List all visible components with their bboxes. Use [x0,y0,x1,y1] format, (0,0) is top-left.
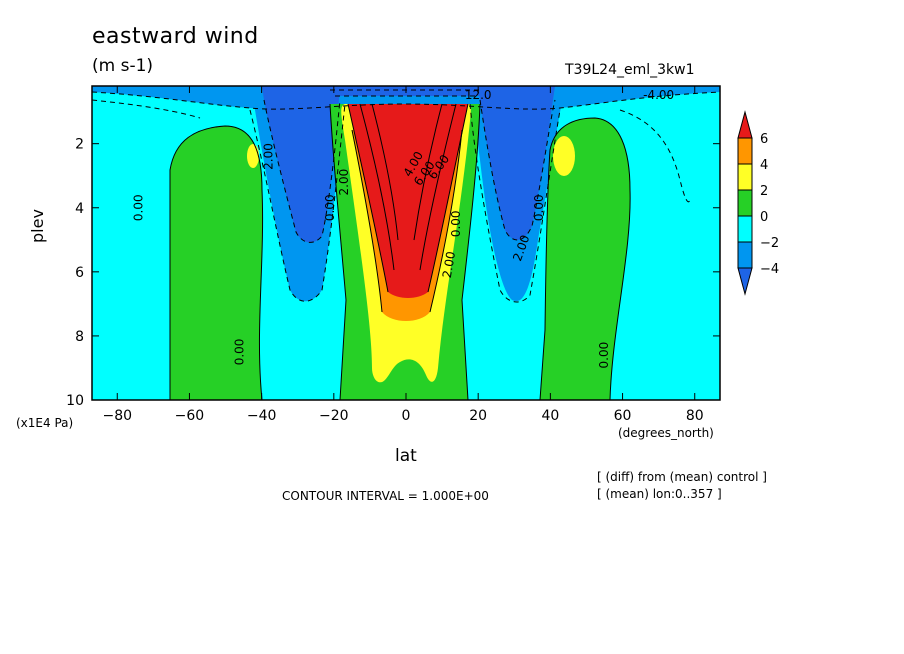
contour-label-3: 0.00 [449,210,463,237]
contour-label-13: 12.0 [465,88,492,102]
x-tick-label-2: −40 [247,408,277,424]
colorbar-label-0: 6 [760,132,768,147]
x-axis-ticks: −80 −60 −40 −20 0 20 40 60 80 [102,86,704,424]
y-axis-ticks: 2 4 6 8 10 [66,137,720,409]
colorbar-seg-3 [737,215,753,243]
southern-easterly-core [262,86,340,243]
contour-label-0: 0.00 [132,194,146,221]
southern-westerly-lobe [170,126,263,400]
contour-label-9: 2.00 [440,250,458,279]
filled-contours [92,86,720,400]
x-tick-label-8: 80 [686,408,704,424]
northern-westerly-max [553,136,575,176]
x-tick-label-7: 60 [614,408,632,424]
x-axis-label: lat [395,446,417,466]
y-tick-label-4: 10 [66,393,84,409]
chart-units: (m s-1) [92,56,154,76]
northern-westerly-lobe [540,118,631,400]
x-tick-label-5: 20 [469,408,487,424]
tropical-jet-6 [348,104,468,298]
x-tick-label-0: −80 [102,408,132,424]
x-tick-label-1: −60 [175,408,205,424]
contour-label-7: 2.00 [337,169,351,196]
contour-label-1: 0.00 [233,339,247,366]
contour-label-5: 0.00 [597,342,611,369]
contour-lines [169,103,631,400]
dashed-contour-lines [92,89,720,303]
diff-note: [ (diff) from (mean) control ] [597,470,767,484]
y-tick-label-1: 4 [75,201,84,217]
colorbar-seg-1 [737,163,753,191]
colorbar-seg-2 [737,189,753,217]
y-tick-label-0: 2 [75,137,84,153]
colorbar-seg-4 [737,241,753,269]
x-axis-unit: (degrees_north) [618,426,714,440]
y-tick-label-2: 6 [75,265,84,281]
run-label: T39L24_eml_3kw1 [565,62,695,78]
x-tick-label-3: −20 [319,408,349,424]
colorbar-seg-0 [737,137,753,165]
colorbar-label-4: −2 [760,236,779,251]
top-easterly-core [330,86,480,96]
contour-label-6: 2.00 [261,143,275,170]
y-tick-label-3: 8 [75,329,84,345]
colorbar-label-2: 2 [760,184,768,199]
x-tick-label-6: 40 [541,408,559,424]
x-tick-label-4: 0 [402,408,411,424]
southern-westerly-max [247,144,259,168]
colorbar-top-triangle [737,110,753,139]
y-axis-unit: (x1E4 Pa) [16,416,74,430]
colorbar: 6 4 2 0 −2 −4 [737,110,779,296]
contour-interval: CONTOUR INTERVAL = 1.000E+00 [282,489,489,503]
colorbar-label-5: −4 [760,262,779,277]
colorbar-bottom-triangle [737,267,753,296]
northern-easterly-core [478,86,555,241]
chart-title: eastward wind [92,24,259,49]
colorbar-label-3: 0 [760,210,768,225]
contour-label-14: -4.00 [643,88,674,102]
colorbar-label-1: 4 [760,158,768,173]
mean-note: [ (mean) lon:0..357 ] [597,487,722,501]
contour-label-4: 0.00 [532,194,546,221]
contour-label-2: 0.00 [323,194,337,221]
